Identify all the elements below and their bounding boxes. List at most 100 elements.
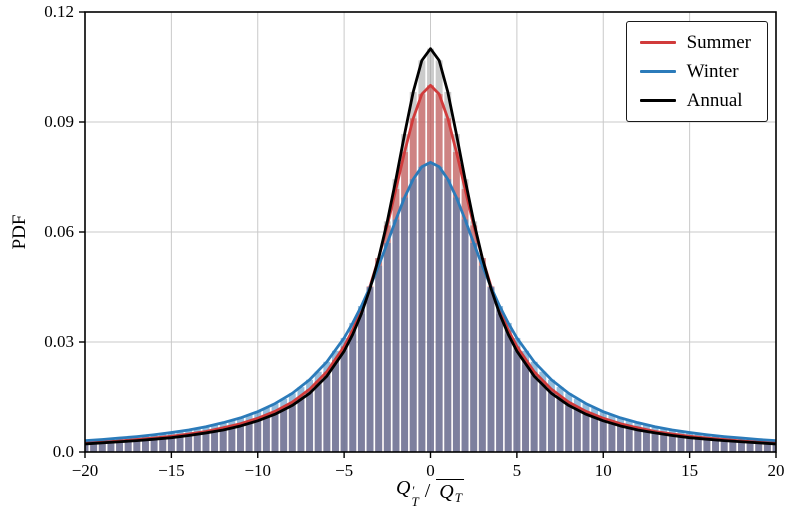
annual-curve <box>85 47 776 446</box>
hist-bar-winter <box>133 436 141 452</box>
hist-bar-winter <box>755 439 763 452</box>
x-label-symbol: Q <box>396 477 411 499</box>
hist-bar-winter <box>720 436 728 452</box>
hist-bar-winter <box>703 434 711 452</box>
legend-entry-annual: Annual <box>639 90 751 111</box>
hist-bar-winter <box>116 438 124 452</box>
hist-bar-winter <box>185 430 193 452</box>
hist-bar-winter <box>729 437 737 452</box>
hist-bar-winter <box>677 431 685 452</box>
x-label-mean-term: QT <box>436 479 464 506</box>
hist-bar-winter <box>642 424 650 452</box>
y-tick-label: 0.0 <box>52 442 74 461</box>
hist-bar-winter <box>254 411 262 452</box>
hist-bar-winter <box>427 162 434 452</box>
y-tick-label: 0.03 <box>44 332 74 351</box>
hist-bar-winter <box>245 414 253 452</box>
hist-bar-winter <box>349 322 357 452</box>
hist-bar-winter <box>332 350 339 452</box>
x-tick-label: −20 <box>71 461 99 480</box>
hist-bar-winter <box>150 434 158 452</box>
hist-bar-winter <box>513 337 521 452</box>
hist-bar-winter <box>219 422 227 452</box>
hist-bar-winter <box>651 426 659 452</box>
hist-bar-winter <box>124 437 132 452</box>
x-tick-label: −10 <box>244 461 272 480</box>
y-tick-label: 0.09 <box>44 112 74 131</box>
hist-bar-winter <box>98 439 106 452</box>
x-tick-label: 15 <box>681 461 699 480</box>
hist-bar-winter <box>228 420 236 452</box>
hist-bar-winter <box>280 398 288 452</box>
histograms <box>85 48 776 452</box>
x-tick-label: −5 <box>335 461 354 480</box>
legend-swatch-annual <box>639 98 676 103</box>
hist-bar-winter <box>746 438 754 452</box>
hist-bar-winter <box>142 435 149 452</box>
hist-bar-winter <box>418 166 426 452</box>
hist-bar-winter <box>712 435 719 452</box>
legend-entry-winter: Winter <box>639 61 751 82</box>
hist-bar-winter <box>85 440 89 452</box>
hist-bar-winter <box>452 197 460 452</box>
hist-bar-winter <box>470 243 478 452</box>
hist-bar-winter <box>763 440 771 452</box>
legend-swatch-summer <box>639 40 676 45</box>
x-tick-label: 20 <box>767 461 785 480</box>
hist-bar-winter <box>444 179 452 452</box>
hist-bar-winter <box>617 417 624 452</box>
hist-bar-winter <box>591 408 599 452</box>
hist-bar-winter <box>262 408 270 452</box>
hist-bar-winter <box>306 379 314 452</box>
hist-bar-winter <box>496 306 504 452</box>
hist-bar-winter <box>357 306 365 452</box>
x-label-subscript-2: T <box>454 490 462 506</box>
hist-bar-winter <box>90 440 98 452</box>
hist-bar-winter <box>634 422 642 452</box>
legend-swatch-winter <box>639 69 676 74</box>
x-label-prime: ′ <box>411 483 415 498</box>
hist-bar-winter <box>487 287 495 452</box>
hist-bar-winter <box>686 432 694 452</box>
x-axis-label: Q ′ T / QT <box>396 477 464 508</box>
hist-bar-winter <box>375 265 383 452</box>
hist-bar-winter <box>660 428 668 452</box>
y-tick-label: 0.12 <box>44 2 74 21</box>
hist-bar-winter <box>288 393 296 452</box>
hist-bar-winter <box>392 219 400 452</box>
hist-bar-winter <box>772 440 776 452</box>
winter-curve <box>85 160 776 443</box>
hist-bar-winter <box>202 426 210 452</box>
hist-bar-winter <box>297 387 305 452</box>
hist-bar-winter <box>461 219 469 452</box>
x-tick-label: −15 <box>158 461 185 480</box>
summer-curve <box>85 83 776 445</box>
hist-bar-winter <box>193 428 201 452</box>
hist-bar-winter <box>694 433 702 452</box>
curves <box>85 47 776 446</box>
hist-bar-winter <box>271 403 279 452</box>
hist-bar-winter <box>435 166 443 452</box>
hist-bar-winter <box>547 379 555 452</box>
hist-bar-winter <box>582 403 590 452</box>
x-tick-label: 5 <box>512 461 522 480</box>
hist-bar-winter <box>530 361 538 452</box>
legend-label-summer: Summer <box>686 32 751 53</box>
legend-entry-summer: Summer <box>639 32 751 53</box>
hist-bar-winter <box>366 287 374 452</box>
hist-bar-winter <box>340 337 348 452</box>
hist-bar-winter <box>401 197 409 452</box>
hist-bar-winter <box>599 411 607 452</box>
x-tick-label: 10 <box>594 461 612 480</box>
hist-bar-winter <box>409 179 417 452</box>
hist-bar-winter <box>565 393 573 452</box>
legend-label-annual: Annual <box>686 90 743 111</box>
hist-bar-winter <box>323 361 331 452</box>
x-label-symbol-2: Q <box>439 481 454 504</box>
legend-label-winter: Winter <box>686 61 739 82</box>
hist-bar-winter <box>504 322 512 452</box>
hist-bar-winter <box>159 433 167 452</box>
hist-bar-winter <box>539 371 547 452</box>
